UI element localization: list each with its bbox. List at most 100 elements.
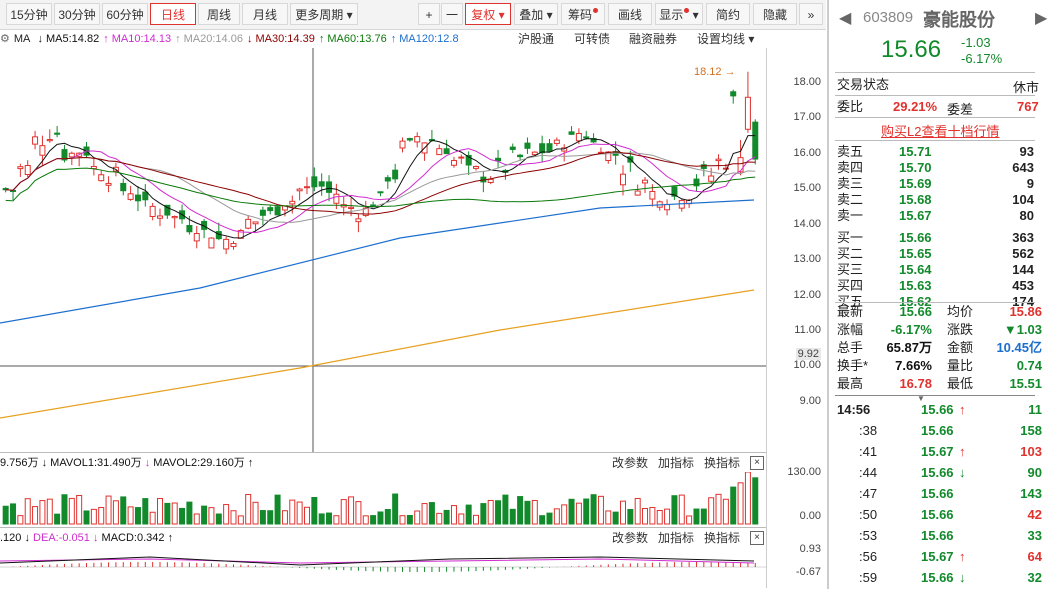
candle-body: [370, 204, 377, 207]
order-volume: 562: [1012, 246, 1034, 261]
tick-time: :50: [859, 507, 878, 522]
bid-row[interactable]: 买三 15.64 144: [837, 262, 1042, 278]
order-price: 15.63: [899, 278, 932, 293]
notification-dot-icon: [684, 8, 690, 13]
mavol2-value: MAVOL2:29.160万: [153, 457, 245, 469]
more-tools-icon[interactable]: »: [799, 3, 823, 25]
macd-edit-params-button[interactable]: 改参数: [612, 531, 649, 545]
volume-bar: [458, 513, 465, 525]
tick-volume: 42: [1027, 507, 1042, 522]
quote-stat-row: 最新 15.66 均价 15.86: [837, 304, 1042, 320]
draw-line-button[interactable]: 画线: [608, 3, 652, 25]
hk-connect-link[interactable]: 沪股通: [518, 32, 555, 46]
more-periods-dropdown[interactable]: 更多周期 ▾: [290, 3, 358, 25]
stock-name: 豪能股份: [923, 10, 995, 30]
volume-bar: [208, 507, 215, 525]
ask-row[interactable]: 卖二 15.68 104: [837, 192, 1042, 208]
period-30min-button[interactable]: 30分钟: [54, 3, 100, 25]
candle-body: [303, 186, 310, 189]
volume-bar: [157, 497, 164, 525]
tick-price: 15.66: [921, 528, 954, 543]
candle-body: [54, 132, 61, 135]
next-stock-icon[interactable]: ▶: [1035, 10, 1048, 27]
vol-edit-params-button[interactable]: 改参数: [612, 456, 649, 470]
candle-body: [399, 140, 406, 149]
order-price: 15.64: [899, 262, 932, 277]
simple-mode-button[interactable]: 简约: [706, 3, 750, 25]
kline-chart[interactable]: [0, 48, 766, 452]
ma-value-3: ↓ MA30:14.39: [246, 33, 315, 45]
stat-label: 最高: [837, 376, 864, 391]
close-icon[interactable]: ×: [750, 531, 764, 545]
volume-bar: [509, 508, 516, 525]
volume-legend: 9.756万 ↓ MAVOL1:31.490万 ↓ MAVOL2:29.160万…: [0, 452, 766, 473]
volume-bar: [539, 515, 546, 525]
sub-axis-label: -0.67: [795, 566, 821, 578]
volume-bar: [348, 496, 355, 525]
ask-row[interactable]: 卖三 15.69 9: [837, 176, 1042, 192]
candle-body: [245, 218, 252, 229]
margin-trading-link[interactable]: 融资融券: [629, 32, 678, 46]
candle-body: [120, 182, 127, 192]
tick-volume: 90: [1027, 465, 1042, 480]
hide-button[interactable]: 隐藏: [753, 3, 797, 25]
collapse-icon[interactable]: ▼: [917, 394, 925, 403]
candle-body: [61, 149, 68, 161]
vol-add-indicator-button[interactable]: 加指标: [658, 456, 695, 470]
ma-value-4: ↑ MA60:13.76: [318, 33, 387, 45]
prev-stock-icon[interactable]: ◀: [839, 10, 852, 27]
order-price: 15.62: [899, 294, 932, 309]
chevron-down-icon: ▾: [498, 8, 505, 22]
chevron-down-icon: ▾: [546, 8, 553, 22]
ma-line: [5, 151, 756, 215]
zoom-in-button[interactable]: +: [418, 3, 440, 25]
period-day-button[interactable]: 日线: [150, 3, 196, 25]
period-15min-button[interactable]: 15分钟: [6, 3, 52, 25]
ask-row[interactable]: 卖四 15.70 643: [837, 160, 1042, 176]
notification-dot-icon: [593, 8, 598, 13]
fuquan-label: 复权: [471, 8, 496, 22]
zoom-out-button[interactable]: 一: [441, 3, 463, 25]
candle-body: [546, 143, 553, 152]
bid-row[interactable]: 买一 15.66 363: [837, 230, 1042, 246]
settings-gear-icon[interactable]: ⚙: [0, 33, 10, 45]
order-volume: 9: [1026, 176, 1034, 191]
period-60min-button[interactable]: 60分钟: [102, 3, 148, 25]
bid-row[interactable]: 买五 15.62 174: [837, 294, 1042, 310]
ma-legend: ⚙ MA ↓ MA5:14.82 ↑ MA10:14.13 ↑ MA20:14.06 ↓…: [0, 30, 766, 48]
bid-row[interactable]: 买二 15.65 562: [837, 246, 1042, 262]
period-month-button[interactable]: 月线: [242, 3, 288, 25]
volume-bar: [149, 511, 156, 525]
candle-body: [605, 151, 612, 162]
price-tick-label: 14.00: [793, 218, 821, 230]
vol-switch-indicator-button[interactable]: 换指标: [704, 456, 741, 470]
volume-chart[interactable]: [0, 472, 766, 526]
overlay-dropdown[interactable]: 叠加 ▾: [514, 3, 558, 25]
bid-row[interactable]: 买四 15.63 453: [837, 278, 1042, 294]
volume-bar: [54, 513, 61, 525]
ask-row[interactable]: 卖五 15.71 93: [837, 144, 1042, 160]
ask-row[interactable]: 卖一 15.67 80: [837, 208, 1042, 224]
price-tick-label: 17.00: [793, 111, 821, 123]
macd-switch-indicator-button[interactable]: 换指标: [704, 531, 741, 545]
dif-value: .120: [0, 532, 22, 544]
display-dropdown[interactable]: 显示 ▾: [655, 3, 703, 25]
fuquan-dropdown[interactable]: 复权 ▾: [465, 3, 511, 25]
convertible-bond-link[interactable]: 可转债: [574, 32, 611, 46]
ma-settings-dropdown[interactable]: 设置均线 ▾: [697, 30, 754, 48]
l2-purchase-link[interactable]: 购买L2查看十档行情: [881, 124, 1000, 139]
ma120-line: [0, 199, 755, 324]
volume-bar: [700, 508, 707, 525]
period-week-button[interactable]: 周线: [198, 3, 240, 25]
candle-body: [642, 179, 649, 184]
candle-body: [583, 136, 590, 139]
chips-button[interactable]: 筹码: [561, 3, 605, 25]
volume-bar: [362, 515, 369, 525]
macd-chart[interactable]: [0, 547, 766, 589]
mavol1-value: MAVOL1:31.490万: [50, 457, 142, 469]
candle-body: [252, 221, 259, 225]
macd-add-indicator-button[interactable]: 加指标: [658, 531, 695, 545]
price-tick-label: 18.00: [793, 76, 821, 88]
close-icon[interactable]: ×: [750, 456, 764, 470]
volume-bar: [120, 496, 127, 525]
